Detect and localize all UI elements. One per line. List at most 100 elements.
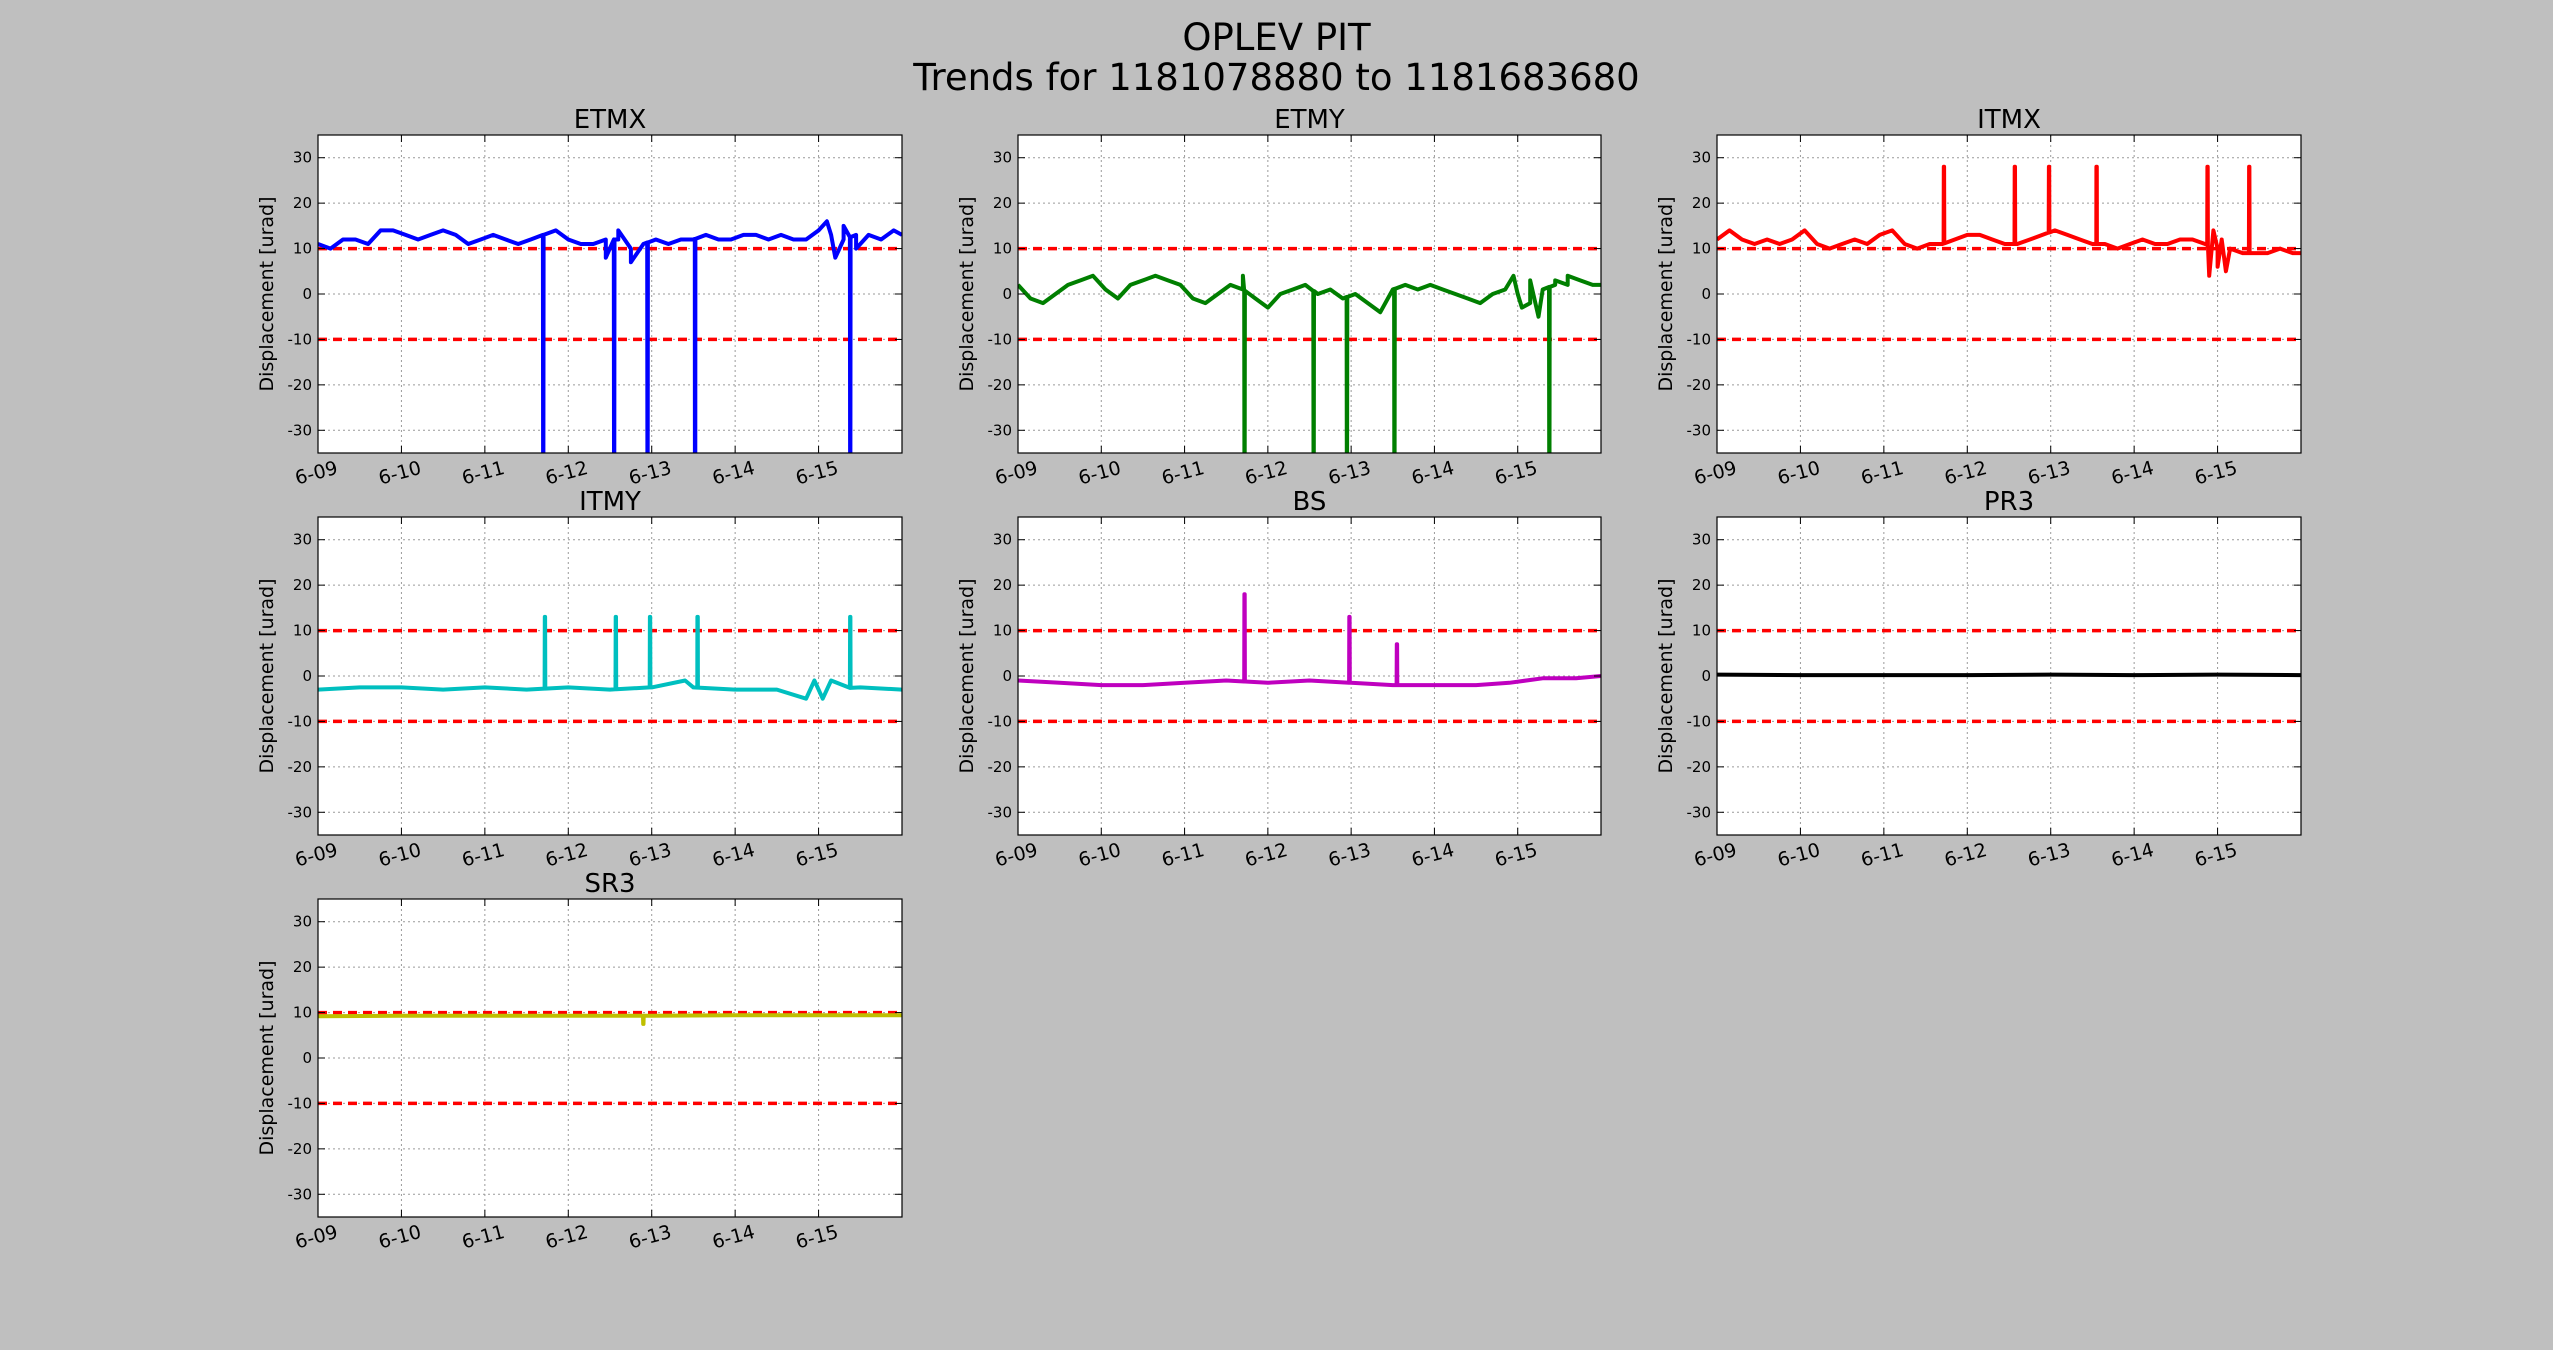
xtick-label: 6-11: [460, 839, 507, 871]
xtick-label: 6-15: [2192, 839, 2239, 871]
ytick-label: -30: [1687, 421, 1712, 439]
subplot-itmy: -30 -20 -10 0 10 20 30 6-09 6-10 6-11 6-12 6-13 6-14…: [256, 487, 903, 871]
ylabel: Displacement [urad]: [1655, 196, 1677, 391]
subplot-title: ITMY: [579, 487, 641, 517]
ylabel: Displacement [urad]: [1655, 578, 1677, 773]
xtick-label: 6-12: [1942, 839, 1989, 871]
ylabel: Displacement [urad]: [956, 578, 978, 773]
ytick-label: 0: [302, 285, 312, 303]
subplot-title: ETMY: [1274, 105, 1345, 135]
xtick-label: 6-14: [710, 457, 757, 489]
ytick-label: 20: [293, 576, 312, 594]
ytick-label: 20: [1692, 194, 1711, 212]
ylabel: Displacement [urad]: [256, 960, 278, 1155]
xtick-label: 6-13: [2025, 457, 2072, 489]
xtick-label: 6-11: [1859, 839, 1906, 871]
ytick-label: -30: [288, 1185, 313, 1203]
xtick-label: 6-14: [710, 1221, 757, 1253]
ytick-label: 10: [293, 622, 312, 640]
subplot-etmy: -30 -20 -10 0 10 20 30 6-09 6-10 6-11 6-12 6-13 6-14…: [956, 105, 1602, 489]
series-group-pr3: [1717, 672, 2301, 678]
xtick-label: 6-13: [626, 1221, 673, 1253]
xtick-label: 6-14: [2109, 457, 2156, 489]
series-line-itmx: [1717, 164, 2301, 278]
xtick-label: 6-11: [460, 1221, 507, 1253]
series-line-sr3: [318, 1013, 902, 1026]
subplot-title: PR3: [1984, 487, 2034, 517]
series-line-etmx: [318, 219, 902, 453]
ytick-label: 30: [293, 149, 312, 167]
xtick-label: 6-13: [2025, 839, 2072, 871]
figure-title-line2: Trends for 1181078880 to 1181683680: [913, 56, 1640, 99]
ytick-label: 30: [293, 531, 312, 549]
ylabel: Displacement [urad]: [256, 196, 278, 391]
xtick-label: 6-09: [293, 457, 340, 489]
xtick-label: 6-15: [1492, 839, 1539, 871]
xtick-label: 6-09: [293, 1221, 340, 1253]
figure-title: OPLEV PIT Trends for 1181078880 to 11816…: [0, 18, 2553, 98]
ytick-label: 30: [1692, 149, 1711, 167]
ytick-label: 20: [293, 194, 312, 212]
ytick-label: 10: [293, 240, 312, 258]
xtick-label: 6-13: [626, 839, 673, 871]
ytick-label: -30: [988, 803, 1013, 821]
series-line-bs: [1018, 592, 1601, 688]
xtick-label: 6-13: [1326, 839, 1373, 871]
series-line-pr3: [1717, 672, 2301, 678]
ytick-label: 30: [1692, 531, 1711, 549]
ytick-label: -10: [1687, 330, 1712, 348]
ytick-label: 10: [1692, 240, 1711, 258]
xtick-label: 6-10: [376, 457, 423, 489]
xtick-label: 6-09: [993, 839, 1040, 871]
xtick-label: 6-14: [1409, 839, 1456, 871]
series-group-etmx: [318, 219, 902, 453]
ytick-label: 0: [1701, 667, 1711, 685]
subplot-sr3: -30 -20 -10 0 10 20 30 6-09 6-10 6-11 6-12 6-13 6-14…: [256, 869, 903, 1253]
ytick-label: -20: [288, 758, 313, 776]
xtick-label: 6-15: [2192, 457, 2239, 489]
xtick-label: 6-12: [1243, 457, 1290, 489]
ytick-label: -10: [288, 330, 313, 348]
subplot-title: SR3: [584, 869, 635, 899]
ytick-label: 0: [1002, 667, 1012, 685]
xtick-label: 6-12: [543, 839, 590, 871]
subplot-title: ITMX: [1977, 105, 2041, 135]
xtick-label: 6-13: [626, 457, 673, 489]
series-group-bs: [1018, 592, 1601, 688]
xtick-label: 6-11: [1159, 457, 1206, 489]
ytick-label: 0: [1002, 285, 1012, 303]
ytick-label: -20: [288, 1140, 313, 1158]
figure-title-line1: OPLEV PIT: [1182, 16, 1371, 59]
ytick-label: -10: [988, 712, 1013, 730]
subplot-itmx: -30 -20 -10 0 10 20 30 6-09 6-10 6-11 6-12 6-13 6-14…: [1655, 105, 2302, 489]
ytick-label: 0: [1701, 285, 1711, 303]
ytick-label: -30: [988, 421, 1013, 439]
ytick-label: 10: [993, 622, 1012, 640]
ytick-label: -20: [988, 758, 1013, 776]
series-line-etmy: [1018, 273, 1601, 453]
xtick-label: 6-12: [543, 1221, 590, 1253]
xtick-label: 6-14: [710, 839, 757, 871]
ytick-label: -10: [988, 330, 1013, 348]
ytick-label: 10: [293, 1004, 312, 1022]
ytick-label: 20: [993, 194, 1012, 212]
ytick-label: -30: [288, 803, 313, 821]
ytick-label: 30: [293, 913, 312, 931]
ylabel: Displacement [urad]: [256, 578, 278, 773]
ytick-label: -20: [288, 376, 313, 394]
xtick-label: 6-13: [1326, 457, 1373, 489]
subplot-etmx: -30 -20 -10 0 10 20 30 6-09 6-10 6-11 6-12 6-13 6-14…: [256, 105, 903, 489]
xtick-label: 6-09: [293, 839, 340, 871]
ytick-label: 10: [1692, 622, 1711, 640]
xtick-label: 6-11: [1159, 839, 1206, 871]
xtick-label: 6-10: [1775, 457, 1822, 489]
xtick-label: 6-09: [1692, 839, 1739, 871]
xtick-label: 6-12: [543, 457, 590, 489]
xtick-label: 6-15: [1492, 457, 1539, 489]
xtick-label: 6-10: [1775, 839, 1822, 871]
xtick-label: 6-12: [1942, 457, 1989, 489]
subplot-title: BS: [1293, 487, 1327, 517]
xtick-label: 6-15: [793, 457, 840, 489]
ytick-label: -20: [1687, 758, 1712, 776]
